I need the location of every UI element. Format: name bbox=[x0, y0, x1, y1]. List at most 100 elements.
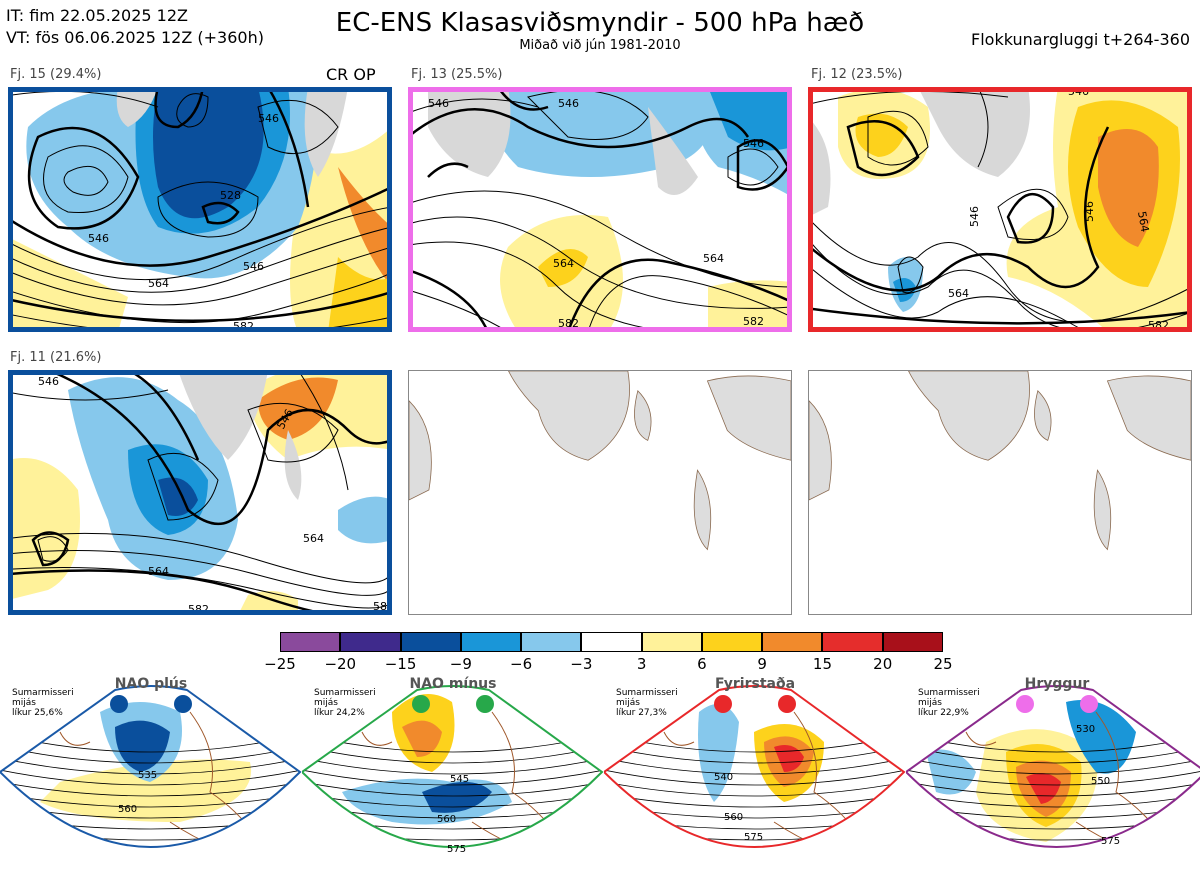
cluster-map-3: 546 546 564 564 582 546 bbox=[808, 87, 1192, 332]
regime-frame bbox=[604, 685, 906, 848]
regime-probability: líkur 25,6% bbox=[12, 708, 63, 718]
regime-title: NAO plús bbox=[114, 676, 188, 692]
anomaly-area bbox=[115, 720, 170, 772]
regime-source: mijás bbox=[314, 698, 338, 708]
height-contour bbox=[302, 779, 602, 797]
regime-season: Sumarmisseri bbox=[12, 688, 74, 698]
regime-frame bbox=[906, 685, 1200, 848]
anomaly-area bbox=[402, 720, 442, 757]
contour-label: 546 bbox=[558, 97, 579, 110]
height-contour bbox=[302, 743, 602, 764]
cluster-map-2: 546 546 546 564 564 582 582 bbox=[408, 87, 792, 332]
regime-map: 545 560 575 bbox=[302, 685, 604, 855]
regime-panel: 530 550 575 Sumarmisseri mijás líkur 22,9% Hry… bbox=[906, 672, 1200, 871]
contour-label: 582 bbox=[558, 317, 579, 330]
colorbar-swatch bbox=[822, 632, 883, 652]
contour-label: 575 bbox=[447, 844, 466, 855]
cluster-extra-label: CR OP bbox=[326, 65, 376, 84]
contour-label: 564 bbox=[553, 257, 574, 270]
colorbar-tick-label: −20 bbox=[324, 655, 357, 673]
height-contour bbox=[906, 743, 1200, 764]
height-contour bbox=[906, 779, 1200, 797]
regime-info: Sumarmisseri mijás líkur 25,6% bbox=[12, 688, 74, 718]
height-contour bbox=[604, 767, 904, 786]
contour-label: 546 bbox=[968, 206, 981, 227]
colorbar-tick-label: 25 bbox=[933, 655, 953, 673]
colorbar-tick-label: −25 bbox=[264, 655, 296, 673]
contour-label: 545 bbox=[450, 774, 469, 785]
cluster-label-3: Fj. 12 (23.5%) bbox=[811, 67, 903, 82]
colorbar-tick-label: −3 bbox=[570, 655, 593, 673]
contour-label: 560 bbox=[437, 814, 456, 825]
initial-time: IT: fim 22.05.2025 12Z bbox=[6, 6, 188, 25]
regime-row: 535 560 Sumarmisseri mijás líkur 25,6% NAO pl… bbox=[0, 672, 1200, 871]
anomaly-area bbox=[926, 749, 976, 795]
colorbar-swatch bbox=[521, 632, 582, 652]
regime-info: Sumarmisseri mijás líkur 27,3% bbox=[616, 688, 678, 718]
cluster-map-1: 528 546 546 564 546 582 bbox=[8, 87, 392, 332]
cluster-frame bbox=[8, 87, 392, 332]
contour-label: 564 bbox=[148, 565, 169, 578]
anomaly-area bbox=[1066, 700, 1136, 774]
colorbar bbox=[280, 632, 943, 652]
colorbar-tick-label: 6 bbox=[697, 655, 707, 673]
contour-label: 546 bbox=[1068, 87, 1089, 98]
contour-label: 564 bbox=[948, 287, 969, 300]
height-contour bbox=[0, 779, 300, 797]
height-contour bbox=[0, 755, 300, 775]
colorbar-tick-label: −15 bbox=[384, 655, 417, 673]
cluster-frame bbox=[808, 87, 1192, 332]
regime-panel: 545 560 575 Sumarmisseri mijás líkur 24,2% NAO… bbox=[302, 672, 604, 871]
regime-info: Sumarmisseri mijás líkur 22,9% bbox=[918, 688, 980, 718]
regime-panel: 540 560 575 Sumarmisseri mijás líkur 27,3% Fyr… bbox=[604, 672, 906, 871]
regime-source: mijás bbox=[918, 698, 942, 708]
contour-label: 560 bbox=[118, 804, 137, 815]
contour-label: 540 bbox=[714, 772, 733, 783]
regime-dot bbox=[778, 695, 796, 713]
contour-label: 560 bbox=[724, 812, 743, 823]
contour-label: 528 bbox=[220, 189, 241, 202]
regime-dot bbox=[110, 695, 128, 713]
height-contour bbox=[0, 767, 300, 786]
contour-label: 564 bbox=[148, 277, 169, 290]
colorbar-swatch bbox=[460, 632, 522, 652]
height-contour bbox=[0, 743, 300, 764]
regime-dot bbox=[476, 695, 494, 713]
empty-map-2 bbox=[808, 370, 1192, 615]
regime-panel: 535 560 Sumarmisseri mijás líkur 25,6% NAO pl… bbox=[0, 672, 302, 871]
regime-season: Sumarmisseri bbox=[314, 688, 376, 698]
colorbar-tick-label: −6 bbox=[510, 655, 533, 673]
regime-dot bbox=[1080, 695, 1098, 713]
regime-season: Sumarmisseri bbox=[918, 688, 980, 698]
cluster-map-4: 546 546 564 564 582 582 bbox=[8, 370, 392, 615]
regime-dot bbox=[714, 695, 732, 713]
regime-frame bbox=[302, 685, 604, 848]
height-contour bbox=[604, 743, 904, 764]
colorbar-swatch bbox=[882, 632, 943, 652]
regime-title: Fyrirstaða bbox=[714, 676, 796, 692]
contour-label: 546 bbox=[88, 232, 109, 245]
regime-probability: líkur 27,3% bbox=[616, 708, 667, 718]
regime-title: Hryggur bbox=[1024, 676, 1090, 692]
cluster-label-2: Fj. 13 (25.5%) bbox=[411, 67, 503, 82]
page-subtitle: Miðað við jún 1981-2010 bbox=[519, 38, 681, 53]
contour-label: 582 bbox=[743, 315, 764, 328]
colorbar-swatch bbox=[581, 632, 642, 652]
anomaly-area bbox=[422, 782, 492, 813]
classification-window: Flokkunargluggi t+264-360 bbox=[971, 30, 1190, 49]
empty-map-1 bbox=[408, 370, 792, 615]
contour-label: 575 bbox=[744, 832, 763, 843]
colorbar-swatch bbox=[400, 632, 461, 652]
page-title: EC-ENS Klasasviðsmyndir - 500 hPa hæð bbox=[335, 8, 865, 38]
height-contour bbox=[906, 767, 1200, 786]
colorbar-tick-label: 9 bbox=[757, 655, 767, 673]
regime-source: mijás bbox=[12, 698, 36, 708]
regime-probability: líkur 24,2% bbox=[314, 708, 365, 718]
contour-label: 564 bbox=[303, 532, 324, 545]
contour-label: 575 bbox=[1101, 836, 1120, 847]
height-contour bbox=[302, 767, 602, 786]
contour-label: 546 bbox=[38, 375, 59, 388]
colorbar-swatch bbox=[280, 632, 341, 652]
regime-title: NAO mínus bbox=[409, 676, 497, 692]
